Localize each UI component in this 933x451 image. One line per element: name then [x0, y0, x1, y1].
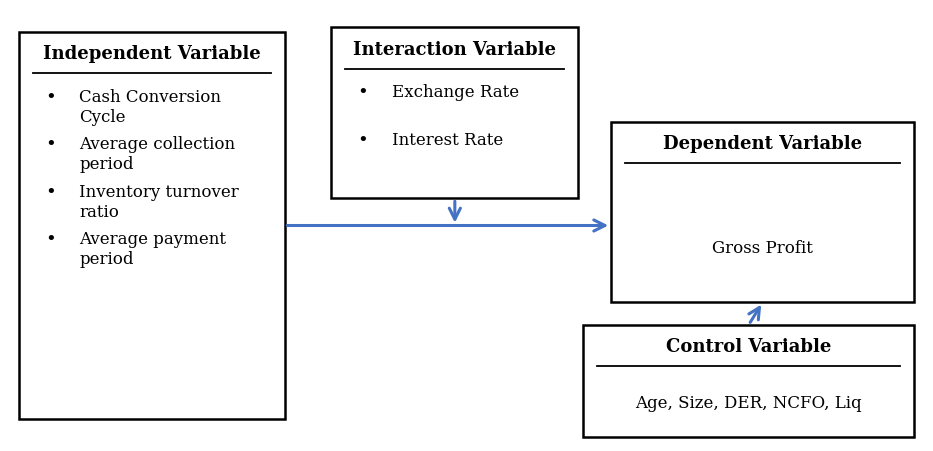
Text: Average payment
period: Average payment period — [79, 231, 227, 268]
Text: •: • — [45, 231, 56, 249]
Text: •: • — [357, 132, 369, 150]
Text: Average collection
period: Average collection period — [79, 136, 235, 174]
Text: •: • — [45, 184, 56, 202]
Text: Inventory turnover
ratio: Inventory turnover ratio — [79, 184, 239, 221]
Text: Age, Size, DER, NCFO, Liq: Age, Size, DER, NCFO, Liq — [635, 395, 862, 412]
Text: Independent Variable: Independent Variable — [43, 45, 260, 63]
Text: •: • — [357, 84, 369, 102]
Text: Interaction Variable: Interaction Variable — [354, 41, 556, 59]
Bar — [611, 122, 914, 302]
Text: Dependent Variable: Dependent Variable — [663, 135, 862, 153]
Text: Control Variable: Control Variable — [666, 338, 831, 356]
Bar — [331, 27, 578, 198]
Text: Gross Profit: Gross Profit — [712, 239, 814, 257]
Text: Exchange Rate: Exchange Rate — [392, 84, 519, 101]
Text: Cash Conversion
Cycle: Cash Conversion Cycle — [79, 89, 221, 126]
Bar — [19, 32, 285, 419]
Text: Interest Rate: Interest Rate — [392, 132, 503, 149]
Bar — [583, 325, 914, 437]
Text: •: • — [45, 136, 56, 154]
Text: •: • — [45, 89, 56, 107]
